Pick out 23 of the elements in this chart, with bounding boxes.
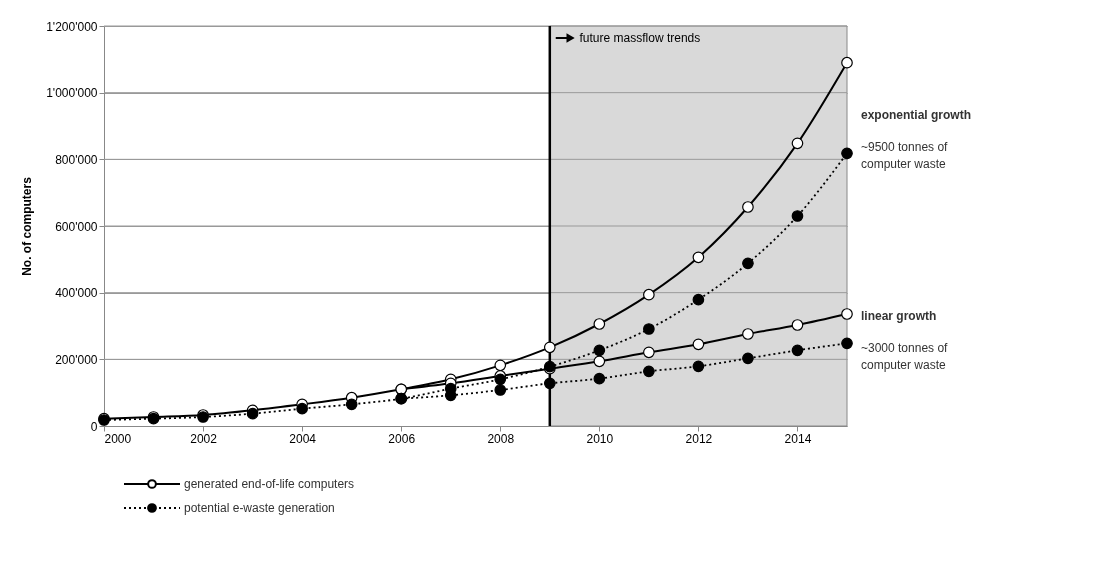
x-tick-label: 2012	[685, 431, 713, 446]
x-tick-label: 2010	[586, 431, 614, 446]
text: ~3000 tonnes of computer waste	[861, 341, 949, 372]
x-tick-label: 2000	[104, 431, 132, 446]
y-tick-label: 1'000'000	[46, 86, 98, 101]
legend-label: potential e-waste generation	[184, 501, 335, 515]
text: exponential growth	[861, 107, 972, 122]
y-tick-label: 400'000	[55, 286, 98, 301]
y-tick-label: 800'000	[55, 152, 98, 167]
y-tick-label: 600'000	[55, 219, 98, 234]
x-tick-label: 2008	[487, 431, 515, 446]
x-tick-label: 2002	[190, 431, 218, 446]
y-axis-title: No. of computers	[20, 176, 35, 276]
y-tick-label: 200'000	[55, 352, 98, 367]
text: linear growth	[861, 309, 937, 323]
x-tick-label: 2014	[784, 431, 812, 446]
x-tick-label: 2004	[289, 431, 317, 446]
y-tick-label: 1'200'000	[46, 19, 98, 34]
x-tick-label: 2006	[388, 431, 416, 446]
legend-label: generated end-of-life computers	[184, 477, 355, 491]
text: ~9500 tonnes of computer waste	[861, 139, 949, 171]
y-tick-label: 0	[90, 419, 98, 434]
band-label: future massflow trends	[579, 31, 701, 45]
